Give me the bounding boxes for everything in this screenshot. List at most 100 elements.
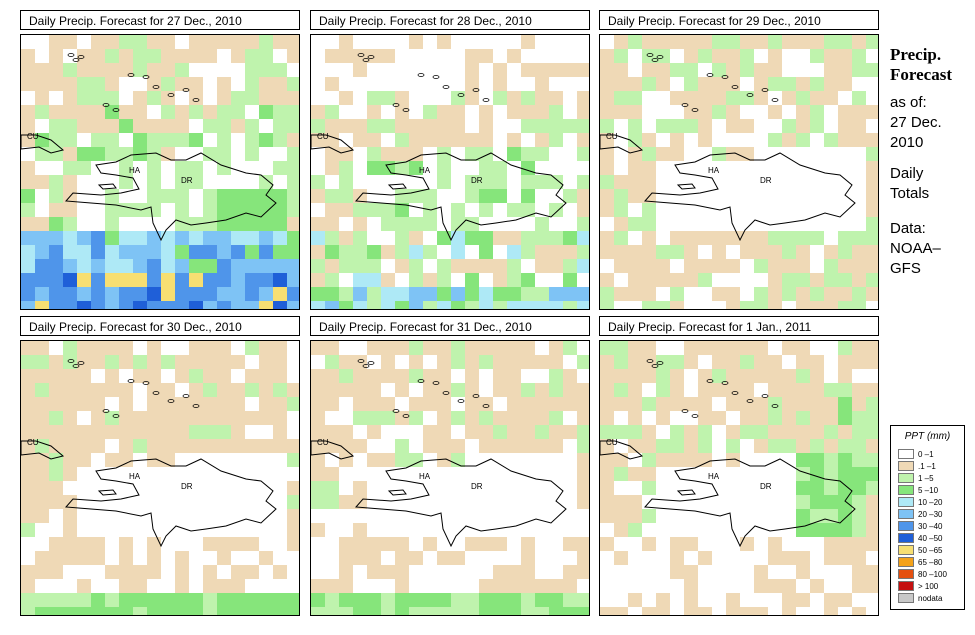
precip-cell bbox=[133, 551, 148, 566]
precip-cell bbox=[35, 495, 50, 510]
precip-cell bbox=[493, 63, 508, 78]
precip-cell bbox=[614, 411, 629, 426]
precip-cell bbox=[642, 217, 657, 232]
precip-cell bbox=[507, 537, 522, 552]
precip-cell bbox=[245, 203, 260, 218]
precip-cell bbox=[147, 119, 162, 134]
precip-cell bbox=[614, 259, 629, 274]
precip-cell bbox=[231, 355, 246, 370]
precip-cell bbox=[147, 411, 162, 426]
precip-cell bbox=[381, 383, 396, 398]
precip-cell bbox=[451, 259, 466, 274]
precip-cell bbox=[768, 579, 783, 594]
precip-cell bbox=[21, 133, 36, 148]
precip-cell bbox=[824, 551, 839, 566]
precip-cell bbox=[161, 495, 176, 510]
precip-cell bbox=[563, 509, 578, 524]
precip-cell bbox=[189, 355, 204, 370]
precip-cell bbox=[245, 231, 260, 246]
precip-cell bbox=[768, 593, 783, 608]
precip-cell bbox=[77, 49, 92, 64]
precip-cell bbox=[175, 189, 190, 204]
precip-cell bbox=[866, 355, 878, 370]
precip-cell bbox=[684, 467, 699, 482]
precip-cell bbox=[642, 287, 657, 302]
precip-cell bbox=[549, 523, 564, 538]
precip-cell bbox=[712, 105, 727, 120]
precip-cell bbox=[339, 49, 354, 64]
precip-cell bbox=[824, 35, 839, 50]
precip-cell bbox=[549, 397, 564, 412]
precip-cell bbox=[768, 147, 783, 162]
precip-cell bbox=[311, 273, 326, 288]
precip-cell bbox=[740, 217, 755, 232]
precip-cell bbox=[273, 523, 288, 538]
precip-cell bbox=[423, 467, 438, 482]
precip-cell bbox=[423, 189, 438, 204]
precip-cell bbox=[852, 369, 867, 384]
precip-cell bbox=[824, 203, 839, 218]
precip-cell bbox=[810, 203, 825, 218]
precip-cell bbox=[493, 411, 508, 426]
precip-cell bbox=[614, 551, 629, 566]
precip-cell bbox=[852, 495, 867, 510]
precip-cell bbox=[35, 301, 50, 309]
panel-title: Daily Precip. Forecast for 30 Dec., 2010 bbox=[20, 316, 300, 336]
precip-cell bbox=[409, 607, 424, 615]
precip-cell bbox=[273, 467, 288, 482]
precip-cell bbox=[600, 439, 615, 454]
precip-cell bbox=[726, 49, 741, 64]
precip-cell bbox=[161, 453, 176, 468]
precip-cell bbox=[367, 161, 382, 176]
precip-cell bbox=[600, 133, 615, 148]
precip-cell bbox=[852, 453, 867, 468]
precip-cell bbox=[577, 217, 589, 232]
island-outline bbox=[442, 85, 450, 89]
island-outline bbox=[167, 399, 175, 403]
precip-cell bbox=[91, 537, 106, 552]
precip-cell bbox=[287, 259, 299, 274]
precip-cell bbox=[161, 77, 176, 92]
precip-cell bbox=[451, 453, 466, 468]
precip-cell bbox=[175, 537, 190, 552]
precip-cell bbox=[726, 189, 741, 204]
precip-cell bbox=[395, 579, 410, 594]
precip-cell bbox=[105, 551, 120, 566]
precip-cell bbox=[740, 411, 755, 426]
precip-cell bbox=[395, 551, 410, 566]
panel-title: Daily Precip. Forecast for 27 Dec., 2010 bbox=[20, 10, 300, 30]
country-label: HA bbox=[419, 166, 431, 175]
precip-cell bbox=[465, 49, 480, 64]
precip-cell bbox=[395, 273, 410, 288]
precip-cell bbox=[367, 383, 382, 398]
precip-cell bbox=[465, 551, 480, 566]
precip-cell bbox=[287, 425, 299, 440]
precip-cell bbox=[614, 119, 629, 134]
precip-cell bbox=[245, 133, 260, 148]
precip-cell bbox=[395, 411, 410, 426]
precip-cell bbox=[740, 481, 755, 496]
precip-cell bbox=[684, 217, 699, 232]
precip-cell bbox=[21, 481, 36, 496]
precip-cell bbox=[147, 495, 162, 510]
precip-cell bbox=[740, 439, 755, 454]
precip-cell bbox=[325, 49, 340, 64]
precip-cell bbox=[838, 203, 853, 218]
precip-cell bbox=[353, 273, 368, 288]
precip-cell bbox=[147, 175, 162, 190]
precip-cell bbox=[628, 341, 643, 356]
precip-cell bbox=[119, 355, 134, 370]
precip-cell bbox=[245, 77, 260, 92]
precip-cell bbox=[684, 133, 699, 148]
precip-cell bbox=[838, 119, 853, 134]
precip-cell bbox=[395, 147, 410, 162]
precip-cell bbox=[614, 63, 629, 78]
precip-cell bbox=[600, 369, 615, 384]
precip-cell bbox=[493, 355, 508, 370]
precip-cell bbox=[217, 273, 232, 288]
precip-cell bbox=[642, 607, 657, 615]
precip-cell bbox=[21, 341, 36, 356]
precip-cell bbox=[147, 453, 162, 468]
precip-cell bbox=[698, 523, 713, 538]
precip-cell bbox=[451, 105, 466, 120]
